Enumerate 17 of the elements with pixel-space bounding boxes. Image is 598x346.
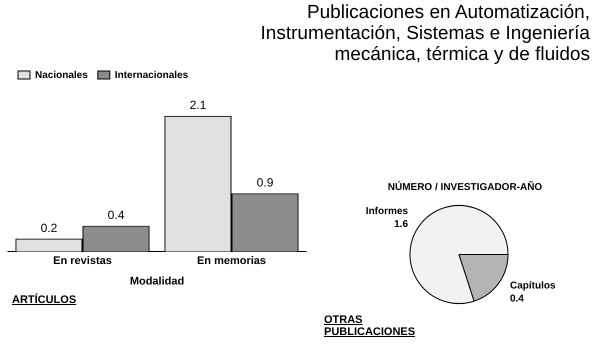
data-label: 2.1: [190, 98, 207, 112]
slice-label: Capítulos: [510, 280, 556, 292]
text: ARTÍCULOS: [12, 294, 76, 306]
slice-label: Informes: [366, 206, 408, 218]
legend-label: Internacionales: [114, 70, 189, 81]
chart-title: NÚMERO / INVESTIGADOR-AÑO: [386, 182, 544, 193]
text: Publicaciones en Automatización, Instrumentación, Sistemas e Ingeniería mecánica, térmica y de fluidos: [259, 2, 590, 65]
data-label: 0.2: [40, 220, 58, 235]
data-label: 0.9: [256, 176, 274, 190]
data-label: 1.6: [394, 219, 408, 230]
x-tick-label: En memorias: [196, 255, 266, 268]
x-axis-title: Modalidad: [130, 275, 184, 288]
legend-label: Nacionales: [35, 70, 88, 81]
data-label: 0.4: [108, 208, 125, 222]
text: OTRAS PUBLICACIONES: [324, 314, 416, 338]
data-label: 0.4: [510, 293, 524, 304]
x-tick-label: En revistas: [53, 255, 112, 268]
